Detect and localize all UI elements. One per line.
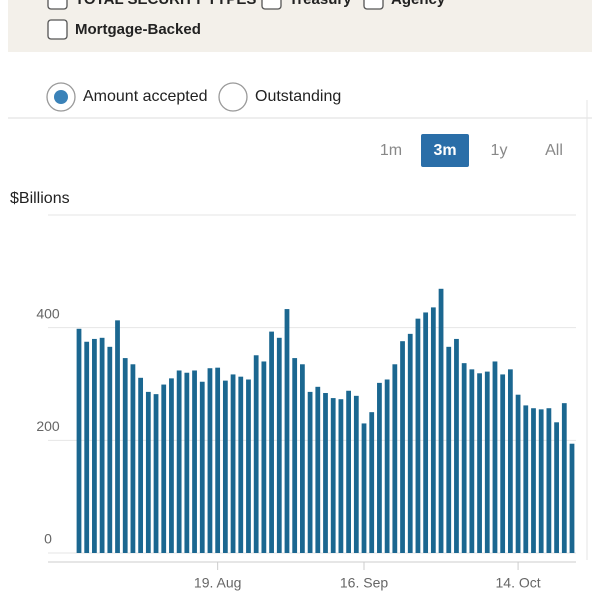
range-button[interactable]: All — [545, 142, 563, 159]
bar — [492, 361, 498, 553]
bar — [230, 374, 236, 553]
bar — [76, 328, 82, 553]
bar — [215, 367, 221, 553]
bar — [330, 398, 336, 553]
bar — [446, 346, 452, 553]
bar — [346, 390, 351, 553]
bar — [384, 379, 390, 553]
bar — [153, 394, 159, 553]
range-button-bg[interactable] — [421, 134, 469, 167]
bar — [84, 341, 90, 553]
bar — [353, 395, 359, 553]
bar — [430, 307, 436, 553]
bar — [238, 376, 244, 553]
range-button[interactable]: 1m — [380, 142, 402, 159]
y-axis-label: $Billions — [10, 190, 70, 207]
range-button[interactable]: 1y — [491, 142, 508, 159]
x-tick-label: 19. Aug — [194, 575, 242, 591]
y-tick-label: 0 — [44, 531, 52, 547]
bar — [176, 370, 182, 553]
bar — [269, 331, 274, 553]
checkbox-label[interactable]: Agency — [391, 0, 446, 8]
bar — [145, 391, 151, 553]
bar — [138, 377, 144, 553]
bar — [423, 312, 429, 553]
checkbox[interactable] — [261, 0, 282, 10]
filter-panel — [8, 0, 592, 52]
bar — [115, 320, 120, 553]
bar — [99, 337, 105, 553]
bar — [292, 358, 298, 553]
bar — [246, 379, 251, 553]
y-tick-label: 400 — [36, 305, 60, 321]
bar — [523, 405, 529, 553]
range-button[interactable]: 3m — [433, 142, 456, 159]
bar — [276, 337, 282, 553]
checkbox-label[interactable]: TOTAL SECURITY TYPES — [75, 0, 256, 8]
radio-label[interactable]: Amount accepted — [83, 88, 208, 105]
bar — [469, 369, 475, 553]
bar — [477, 373, 482, 553]
bar — [454, 338, 459, 553]
bar — [415, 318, 421, 553]
bar — [307, 391, 313, 553]
bar — [377, 382, 382, 553]
bar — [130, 364, 136, 553]
bar — [184, 372, 190, 553]
bar — [107, 346, 113, 553]
bar — [484, 371, 490, 553]
bar — [515, 394, 521, 553]
radio[interactable] — [218, 82, 248, 112]
y-tick-label: 200 — [36, 418, 60, 434]
bar — [538, 409, 544, 553]
bar — [369, 412, 375, 553]
checkbox[interactable] — [47, 0, 68, 10]
bar — [361, 423, 367, 553]
bar — [461, 363, 467, 553]
bar — [284, 309, 290, 553]
bar — [438, 288, 444, 553]
radio-dot — [54, 90, 68, 104]
bar — [222, 380, 228, 553]
bar — [92, 338, 97, 553]
bar — [407, 333, 413, 553]
radio-label[interactable]: Outstanding — [255, 88, 341, 105]
bar — [253, 355, 259, 553]
bar — [400, 341, 405, 553]
checkbox[interactable] — [47, 19, 68, 40]
x-tick-label: 14. Oct — [496, 575, 541, 591]
bar — [192, 370, 197, 553]
bar — [169, 378, 174, 553]
bar — [569, 443, 575, 553]
x-tick-label: 16. Sep — [340, 575, 388, 591]
checkbox[interactable] — [363, 0, 384, 10]
bar — [300, 364, 305, 553]
bar — [554, 422, 559, 553]
bar — [261, 361, 267, 553]
bar — [323, 393, 328, 553]
bar — [161, 384, 167, 553]
bar — [199, 381, 205, 553]
checkbox-label[interactable]: Treasury — [289, 0, 352, 8]
bar — [531, 408, 536, 553]
bar — [561, 403, 567, 553]
bar — [507, 369, 513, 553]
bar — [338, 399, 344, 553]
bar — [207, 368, 213, 553]
bar — [500, 374, 506, 553]
checkbox-label[interactable]: Mortgage-Backed — [75, 21, 201, 38]
bar — [546, 408, 552, 553]
bar — [392, 364, 398, 553]
bar — [122, 358, 128, 553]
bar — [315, 386, 321, 553]
